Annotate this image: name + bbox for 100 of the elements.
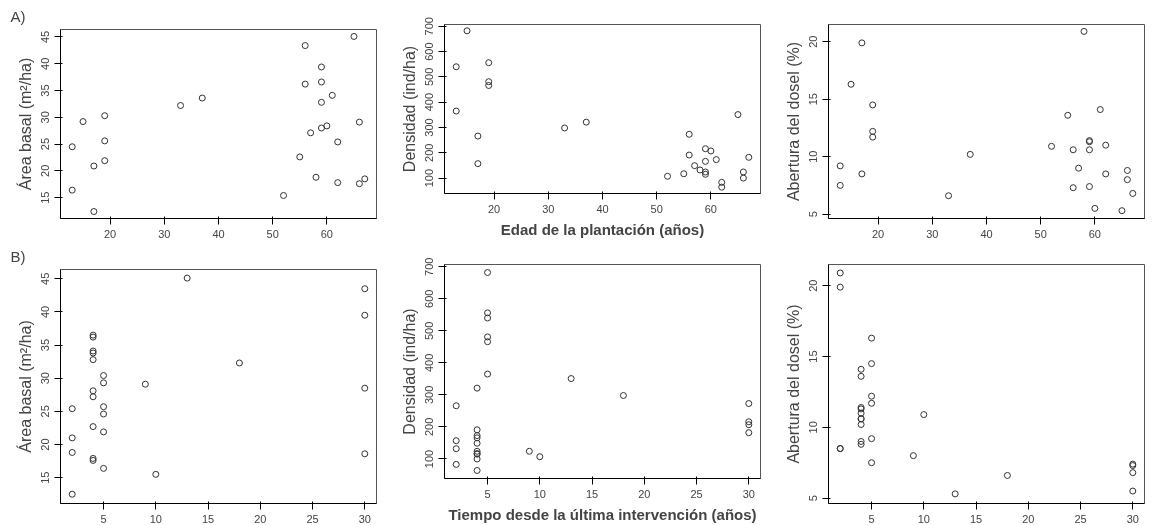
point: [235, 359, 243, 367]
point: [90, 208, 98, 216]
y-tick-label: 15: [39, 471, 52, 484]
point: [707, 147, 715, 155]
x-tick-label: 40: [212, 227, 225, 240]
point: [350, 32, 358, 40]
y-tick-label: 300: [423, 118, 436, 137]
point: [691, 162, 699, 170]
point: [1102, 141, 1110, 149]
point: [868, 334, 876, 342]
point: [484, 333, 492, 341]
point: [452, 63, 460, 71]
x-tick-label: 30: [358, 512, 371, 525]
point: [680, 170, 688, 178]
point: [582, 118, 590, 126]
point: [966, 150, 974, 158]
point: [739, 168, 747, 176]
point: [909, 452, 917, 460]
y-tick-label: 15: [39, 191, 52, 204]
x-tick-label: 50: [1034, 227, 1047, 240]
point: [484, 309, 492, 317]
y-tick-label: 400: [423, 92, 436, 112]
point: [101, 157, 109, 165]
point: [152, 470, 160, 478]
point: [485, 81, 493, 89]
point: [68, 490, 76, 498]
point: [361, 175, 369, 183]
point: [473, 384, 481, 392]
point: [68, 434, 76, 442]
point: [68, 405, 76, 413]
point: [868, 360, 876, 368]
y-tick-label: 700: [423, 17, 436, 36]
point: [868, 392, 876, 400]
point: [1080, 27, 1088, 35]
point: [712, 156, 720, 164]
x-tick-label: 5: [484, 487, 491, 500]
point: [1129, 487, 1137, 495]
x-tick-label: 10: [917, 512, 930, 525]
text: B): [10, 247, 26, 265]
y-tick-label: 35: [39, 338, 52, 352]
point: [869, 101, 877, 109]
y-tick-label: 30: [39, 111, 52, 124]
point: [361, 450, 369, 458]
point: [301, 42, 309, 50]
x-tick-label: 30: [742, 487, 755, 500]
y-tick-label: 30: [39, 372, 52, 385]
y-axis-title: Abertura del dosel (%): [784, 41, 802, 202]
point: [685, 130, 693, 138]
point: [101, 112, 109, 120]
point: [296, 153, 304, 161]
point: [1096, 106, 1104, 114]
point: [89, 423, 97, 431]
x-tick-label: 25: [306, 512, 319, 525]
y-tick-label: 600: [423, 289, 436, 308]
point: [317, 63, 325, 71]
x-tick-label: 15: [969, 512, 983, 525]
point: [361, 285, 369, 293]
x-tick-label: 60: [320, 227, 333, 240]
point: [101, 137, 109, 145]
point: [739, 174, 747, 182]
y-tick-label: 20: [39, 438, 52, 451]
point: [474, 160, 482, 168]
point: [100, 379, 108, 387]
x-tick-label: 50: [650, 202, 663, 215]
point: [857, 421, 865, 428]
point: [525, 447, 533, 455]
point: [68, 143, 76, 151]
point: [473, 467, 481, 474]
point: [664, 172, 672, 180]
point: [301, 80, 309, 88]
point: [198, 94, 206, 102]
x-tick-label: 30: [1126, 512, 1139, 525]
x-tick-label: 25: [690, 487, 703, 500]
point: [473, 447, 481, 455]
point: [718, 178, 726, 186]
point: [1085, 146, 1093, 154]
point: [361, 384, 369, 392]
point: [1123, 176, 1131, 184]
y-tick-label: 15: [807, 350, 820, 363]
y-axis-title: Abertura del dosel (%): [784, 304, 802, 464]
point: [619, 392, 627, 400]
point: [100, 428, 108, 436]
point: [951, 490, 959, 498]
point: [89, 387, 97, 395]
point: [701, 145, 709, 153]
x-tick-label: 30: [158, 227, 171, 240]
point: [474, 132, 482, 140]
y-tick-label: 200: [423, 143, 436, 162]
y-tick-label: 500: [423, 67, 436, 87]
point: [836, 162, 844, 170]
x-tick-label: 40: [596, 202, 609, 215]
point: [868, 399, 876, 407]
point: [536, 453, 544, 461]
x-tick-label: 30: [542, 202, 555, 215]
y-tick-label: 25: [39, 137, 52, 151]
point: [857, 365, 865, 373]
y-tick-label: 700: [423, 257, 436, 276]
point: [1102, 170, 1110, 178]
y-tick-label: 100: [423, 168, 436, 188]
y-axis-title: Densidad (ind/ha): [400, 308, 418, 435]
